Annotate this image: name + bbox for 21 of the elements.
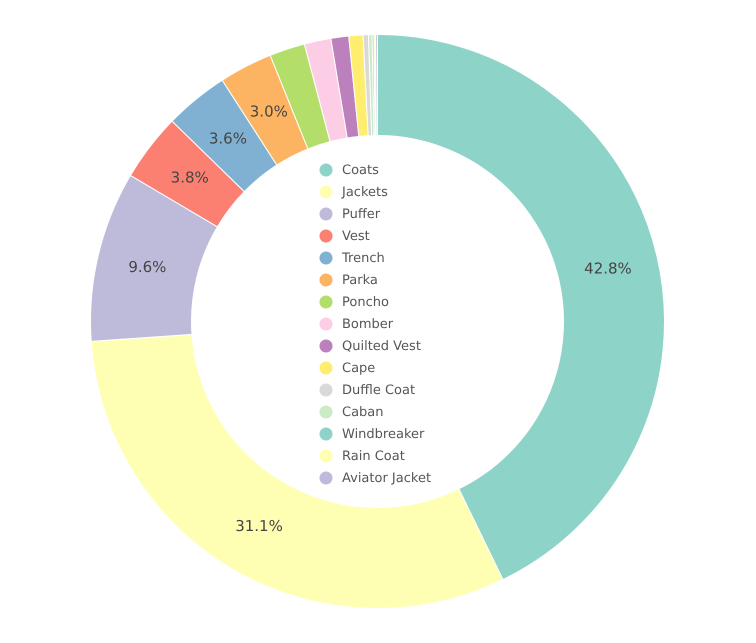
legend-label: Bomber [342,317,394,332]
legend-label: Puffer [342,207,381,222]
legend-label: Parka [342,273,378,288]
data-label: 3.6% [208,129,247,148]
legend-label: Trench [341,251,385,266]
data-label: 31.1% [235,517,283,536]
legend-label: Windbreaker [342,427,426,442]
legend-label: Aviator Jacket [342,471,432,486]
legend-label: Vest [342,229,370,244]
legend-label: Duffle Coat [342,383,416,398]
data-label: 42.8% [584,259,632,278]
data-label: 9.6% [128,258,166,276]
legend-label: Poncho [342,295,389,310]
legend-label: Coats [342,163,380,178]
legend-label: Caban [342,405,384,420]
legend-label: Rain Coat [342,449,405,464]
data-label: 3.0% [250,102,288,120]
legend-label: Jackets [341,185,388,200]
legend-label: Quilted Vest [342,339,421,354]
legend-label: Cape [342,361,376,376]
data-label: 3.8% [170,168,209,187]
